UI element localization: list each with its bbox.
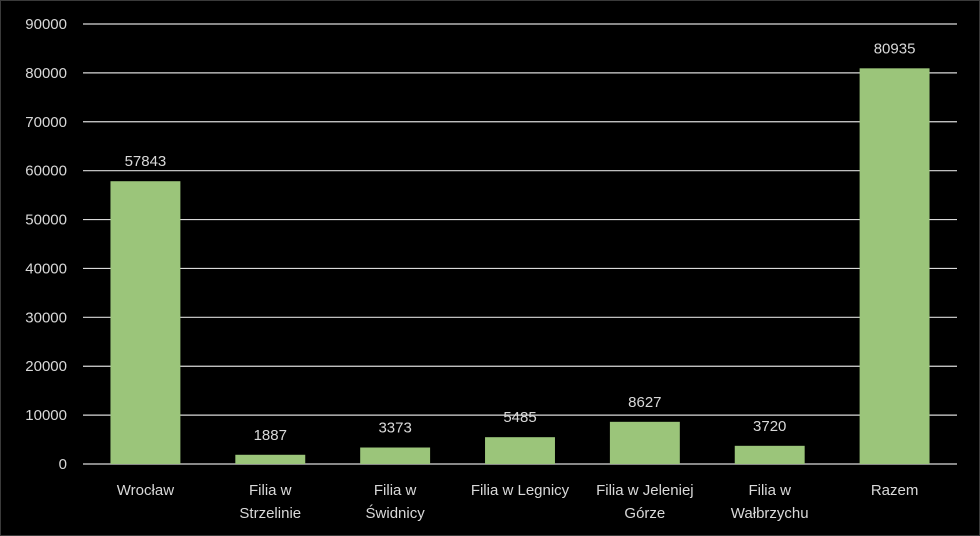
data-label: 3373	[378, 420, 411, 437]
bar	[110, 181, 181, 464]
y-tick-label: 70000	[25, 114, 67, 131]
bar	[485, 437, 555, 464]
bar	[235, 454, 306, 464]
data-label: 57843	[125, 153, 167, 170]
data-label: 1887	[254, 427, 287, 444]
y-tick-label: 20000	[25, 358, 67, 375]
x-category-label: Świdnicy	[366, 504, 426, 522]
bar	[734, 445, 805, 464]
data-label: 5485	[503, 409, 536, 426]
bar	[360, 447, 431, 464]
y-tick-label: 50000	[25, 212, 67, 229]
x-category-label: Razem	[871, 482, 919, 499]
data-label: 3720	[753, 418, 786, 435]
y-tick-label: 40000	[25, 260, 67, 277]
data-labels: 57843 1887 3373 5485 8627 3720 80935	[125, 40, 916, 443]
bar	[609, 421, 680, 464]
bar	[859, 68, 930, 464]
y-tick-label: 0	[59, 456, 67, 473]
x-category-label: Filia w	[748, 482, 791, 499]
x-category-label: Filia w	[249, 482, 292, 499]
gridlines	[83, 23, 957, 465]
x-category-label: Filia w Legnicy	[471, 482, 570, 499]
x-axis-categories: Wrocław Filia w Strzelinie Filia w Świdnicy F…	[117, 482, 919, 522]
x-category-label: Wrocław	[117, 482, 174, 499]
bars	[110, 68, 930, 464]
x-category-label: Filia w	[374, 482, 417, 499]
x-category-label: Wałbrzychu	[731, 505, 809, 522]
x-category-label: Strzelinie	[239, 505, 301, 522]
data-label: 8627	[628, 394, 661, 411]
y-tick-label: 10000	[25, 407, 67, 424]
y-tick-label: 90000	[25, 16, 67, 33]
y-tick-label: 80000	[25, 65, 67, 82]
y-tick-label: 30000	[25, 309, 67, 326]
x-category-label: Górze	[624, 505, 665, 522]
x-category-label: Filia w Jeleniej	[596, 482, 694, 499]
y-axis-ticks: 0 10000 20000 30000 40000 50000 60000 70000 8000…	[25, 16, 67, 473]
data-label: 80935	[874, 40, 916, 57]
y-tick-label: 60000	[25, 163, 67, 180]
